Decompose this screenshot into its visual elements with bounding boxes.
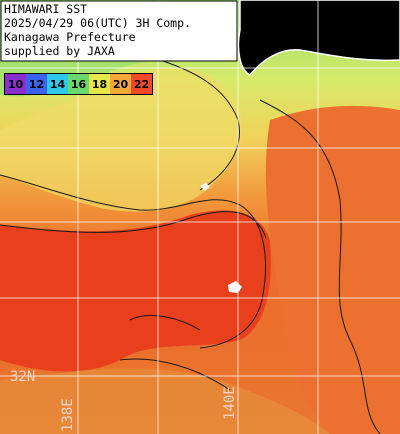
contour xyxy=(259,99,381,434)
legend-label: 18 xyxy=(92,78,107,91)
legend-swatch xyxy=(5,74,26,94)
contour xyxy=(119,314,231,391)
warm-region xyxy=(0,210,271,372)
east-region xyxy=(265,105,400,434)
contour xyxy=(0,174,267,349)
legend-label: 14 xyxy=(50,78,66,91)
cool-region xyxy=(0,67,242,212)
legend-swatch xyxy=(110,74,131,94)
header-line: HIMAWARI SST xyxy=(4,2,87,16)
header-line: 2025/04/29 06(UTC) 3H Comp. xyxy=(4,16,191,30)
legend-swatch xyxy=(68,74,89,94)
lon-label: 138E xyxy=(60,398,76,432)
legend-label: 12 xyxy=(29,78,44,91)
land xyxy=(237,0,400,76)
legend-label: 20 xyxy=(113,78,129,91)
legend-swatch xyxy=(89,74,110,94)
legend-swatch xyxy=(47,74,68,94)
header-line: supplied by JAXA xyxy=(4,44,115,58)
south-region xyxy=(0,368,330,434)
lon-label: 140E xyxy=(222,386,238,420)
header-line: Kanagawa Prefecture xyxy=(4,30,136,44)
legend-label: 10 xyxy=(8,78,24,91)
lat-label: 32N xyxy=(10,369,35,385)
legend: 10 12 14 16 18 20 22 xyxy=(4,73,153,95)
header-box xyxy=(0,0,238,62)
legend-swatch xyxy=(26,74,47,94)
legend-label: 16 xyxy=(71,78,87,91)
legend-label: 22 xyxy=(134,78,149,91)
island xyxy=(200,183,210,191)
legend-swatch xyxy=(131,74,152,94)
